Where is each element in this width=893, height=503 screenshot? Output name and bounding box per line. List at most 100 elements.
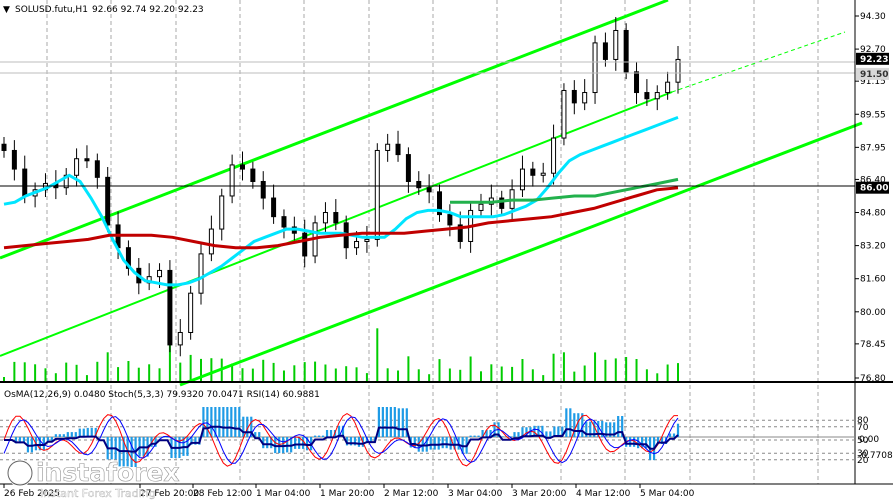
candle-body <box>623 29 629 73</box>
logo-tagline: Instant Forex Trading <box>40 487 156 500</box>
candle-body <box>167 269 173 346</box>
candle-body <box>405 154 411 182</box>
time-tick-label: 27 Feb 20:00 <box>140 489 199 499</box>
symbol-label: SOLUSD.futu,H1 <box>15 5 88 15</box>
candle-body <box>302 232 308 257</box>
candle-body <box>644 92 650 100</box>
candle-body <box>592 42 598 94</box>
time-tick-label: 5 Mar 04:00 <box>640 489 695 499</box>
candle-body <box>551 137 557 174</box>
candle-body <box>354 240 360 249</box>
candle-body <box>437 191 443 216</box>
candle-body <box>105 176 111 226</box>
candle-body <box>1 143 7 151</box>
indicator-tick-label: 30 <box>857 449 869 459</box>
candle-body <box>582 92 588 104</box>
candle-body <box>654 92 660 100</box>
candle-body <box>530 168 536 176</box>
price-tick-label: 94.30 <box>860 12 886 22</box>
candle-body <box>281 216 287 228</box>
indicator-tick-label: 70 <box>857 423 869 433</box>
candle-body <box>634 71 640 94</box>
price-tick-label: 89.55 <box>860 110 886 120</box>
time-tick-label: 4 Mar 12:00 <box>576 489 631 499</box>
channel-upper-line[interactable] <box>0 0 669 260</box>
time-tick-label: 1 Mar 04:00 <box>256 489 311 499</box>
candle-body <box>188 292 194 333</box>
indicator-tick-label: 80 <box>857 416 869 426</box>
logo-ring-outline-icon <box>7 460 33 486</box>
rsi-line <box>4 425 679 453</box>
candle-body <box>374 149 380 240</box>
candle-body <box>665 81 671 94</box>
price-tick-label: 78.45 <box>860 340 886 350</box>
price-tick-label: 92.70 <box>860 45 886 55</box>
candle-body <box>322 212 328 224</box>
candle-body <box>395 143 401 156</box>
price-tick-label: 87.95 <box>860 143 886 153</box>
candle-body <box>229 164 235 197</box>
price-tick-label: 83.20 <box>860 242 886 252</box>
price-highlight-box <box>856 52 889 65</box>
ma-slow-line <box>3 186 679 250</box>
candle-body <box>447 214 453 226</box>
price-tick-label: 86.40 <box>860 175 886 185</box>
candle-body <box>74 158 80 176</box>
candle-body <box>499 197 505 209</box>
candle-body <box>271 197 277 218</box>
price-highlight-label: 91.50 <box>860 70 888 80</box>
candle-body <box>519 168 525 191</box>
chart-menu-icon[interactable]: ▼ <box>3 5 10 15</box>
candle-body <box>385 143 391 151</box>
volume-bars <box>3 328 679 382</box>
candle-body <box>561 89 567 139</box>
logo-brand: instaforex <box>36 458 180 487</box>
candle-body <box>333 212 339 224</box>
channel-lower-line[interactable] <box>179 121 863 387</box>
candle-body <box>198 253 204 294</box>
candle-body <box>125 247 131 269</box>
candle-body <box>260 180 266 199</box>
candle-body <box>571 89 577 104</box>
price-highlight-box <box>856 67 889 80</box>
price-tick-label: 76.80 <box>860 374 886 384</box>
candle-body <box>250 168 256 182</box>
price-tick-label: 91.15 <box>860 77 886 87</box>
candle-body <box>478 203 484 211</box>
candlesticks <box>1 17 681 357</box>
indicator-tick-label: 0.00 <box>859 435 879 445</box>
price-tick-label: 81.60 <box>860 275 886 285</box>
ma-mid-line <box>450 177 679 204</box>
indicator-tick-label: 50 <box>857 436 869 446</box>
candle-body <box>416 180 422 189</box>
stochastic-main-line <box>3 413 678 467</box>
time-tick-label: 2 Mar 12:00 <box>384 489 439 499</box>
candle-body <box>63 174 69 189</box>
candle-body <box>208 228 214 255</box>
price-highlight-label: 86.00 <box>860 184 888 194</box>
grid <box>46 0 819 484</box>
price-tick-label: 80.00 <box>860 308 886 318</box>
candle-body <box>675 58 681 83</box>
candle-body <box>219 195 225 230</box>
indicator-header: OsMA(12,26,9) 0.0480 Stoch(5,3,3) 79.932… <box>4 390 320 400</box>
candle-body <box>177 331 183 346</box>
price-tick-label: 84.80 <box>860 209 886 219</box>
candle-body <box>426 187 432 193</box>
candle-body <box>11 149 17 170</box>
candle-body <box>457 224 463 242</box>
candle-body <box>84 158 90 162</box>
time-tick-label: 26 Feb 2025 <box>4 489 60 499</box>
candle-body <box>94 160 100 178</box>
candle-body <box>602 42 608 60</box>
candle-body <box>540 172 546 176</box>
time-tick-label: 28 Feb 12:00 <box>193 489 252 499</box>
time-tick-label: 3 Mar 20:00 <box>512 489 567 499</box>
candle-body <box>22 168 28 197</box>
time-tick-label: 3 Mar 04:00 <box>448 489 503 499</box>
time-tick-label: 1 Mar 20:00 <box>320 489 375 499</box>
candle-body <box>613 29 619 60</box>
